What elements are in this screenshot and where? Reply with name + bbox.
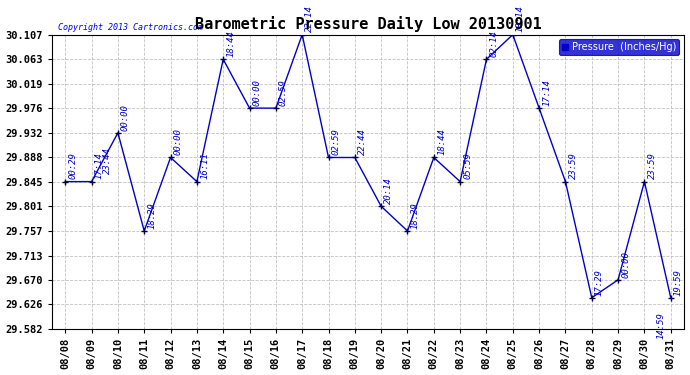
Text: 16:11: 16:11 <box>200 153 209 179</box>
Text: 18:29: 18:29 <box>148 202 157 229</box>
Text: 18:14: 18:14 <box>516 6 525 32</box>
Text: Copyright 2013 Cartronics.com: Copyright 2013 Cartronics.com <box>59 22 204 32</box>
Text: 00:29: 00:29 <box>68 153 77 179</box>
Text: 18:44: 18:44 <box>437 128 446 155</box>
Text: 23:44: 23:44 <box>104 147 112 174</box>
Text: 22:14: 22:14 <box>306 6 315 32</box>
Text: 18:44: 18:44 <box>226 30 235 57</box>
Text: 22:44: 22:44 <box>358 128 367 155</box>
Text: 18:29: 18:29 <box>411 202 420 229</box>
Text: 23:59: 23:59 <box>569 153 578 179</box>
Text: 17:14: 17:14 <box>542 79 551 106</box>
Legend: Pressure  (Inches/Hg): Pressure (Inches/Hg) <box>559 39 679 56</box>
Text: 17:29: 17:29 <box>595 268 604 296</box>
Text: 14:59: 14:59 <box>656 312 665 339</box>
Title: Barometric Pressure Daily Low 20130901: Barometric Pressure Daily Low 20130901 <box>195 16 542 32</box>
Text: 19:59: 19:59 <box>674 268 683 296</box>
Text: 20:14: 20:14 <box>384 177 393 204</box>
Text: 02:59: 02:59 <box>332 128 341 155</box>
Text: 00:00: 00:00 <box>121 104 130 130</box>
Text: 23:59: 23:59 <box>648 153 657 179</box>
Text: 00:00: 00:00 <box>621 251 630 278</box>
Text: 02:14: 02:14 <box>490 30 499 57</box>
Text: 02:59: 02:59 <box>279 79 288 106</box>
Text: 17:14: 17:14 <box>95 153 103 179</box>
Text: 00:00: 00:00 <box>174 128 183 155</box>
Text: 05:59: 05:59 <box>463 153 472 179</box>
Text: 00:00: 00:00 <box>253 79 262 106</box>
